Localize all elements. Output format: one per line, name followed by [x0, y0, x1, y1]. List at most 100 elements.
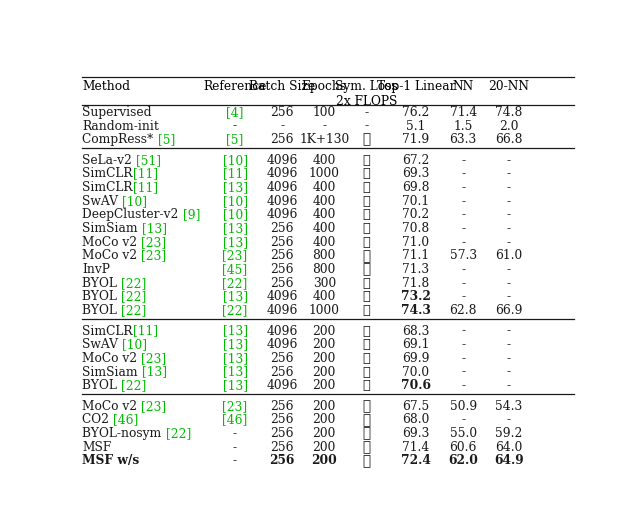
Text: -: - — [461, 195, 465, 208]
Text: -: - — [507, 181, 511, 194]
Text: [23]: [23] — [223, 250, 248, 263]
Text: SimSiam: SimSiam — [83, 365, 142, 378]
Text: 69.9: 69.9 — [403, 352, 430, 365]
Text: [13]: [13] — [223, 379, 248, 392]
Text: 4096: 4096 — [266, 168, 298, 181]
Text: 400: 400 — [312, 290, 336, 303]
Text: 68.3: 68.3 — [403, 325, 429, 338]
Text: BYOL: BYOL — [83, 290, 121, 303]
Text: ✓: ✓ — [363, 379, 371, 392]
Text: ✓: ✓ — [363, 338, 371, 351]
Text: 71.8: 71.8 — [403, 277, 429, 290]
Text: 67.2: 67.2 — [403, 154, 429, 167]
Text: -: - — [233, 441, 237, 454]
Text: 300: 300 — [313, 277, 336, 290]
Text: [13]: [13] — [223, 325, 248, 338]
Text: 55.0: 55.0 — [449, 427, 477, 440]
Text: [10]: [10] — [122, 338, 147, 351]
Text: 60.6: 60.6 — [449, 441, 477, 454]
Text: [13]: [13] — [223, 181, 248, 194]
Text: 70.0: 70.0 — [403, 365, 429, 378]
Text: 64.0: 64.0 — [495, 441, 523, 454]
Text: 200: 200 — [312, 427, 336, 440]
Text: -: - — [507, 352, 511, 365]
Text: 71.4: 71.4 — [449, 106, 477, 119]
Text: [10]: [10] — [122, 195, 147, 208]
Text: 66.9: 66.9 — [495, 304, 523, 317]
Text: 400: 400 — [312, 154, 336, 167]
Text: SimSiam: SimSiam — [83, 222, 142, 235]
Text: -: - — [507, 338, 511, 351]
Text: 200: 200 — [312, 379, 336, 392]
Text: 71.0: 71.0 — [403, 236, 429, 248]
Text: [13]: [13] — [142, 365, 167, 378]
Text: [23]: [23] — [141, 250, 166, 263]
Text: MoCo v2: MoCo v2 — [83, 250, 141, 263]
Text: 400: 400 — [312, 181, 336, 194]
Text: BYOL: BYOL — [83, 379, 121, 392]
Text: ✓: ✓ — [363, 236, 371, 248]
Text: BYOL-nosym: BYOL-nosym — [83, 427, 166, 440]
Text: 50.9: 50.9 — [449, 400, 477, 413]
Text: 256: 256 — [270, 365, 294, 378]
Text: [13]: [13] — [223, 365, 248, 378]
Text: 71.9: 71.9 — [403, 133, 429, 146]
Text: 66.8: 66.8 — [495, 133, 523, 146]
Text: 256: 256 — [270, 250, 294, 263]
Text: -: - — [233, 427, 237, 440]
Text: 100: 100 — [313, 106, 336, 119]
Text: -: - — [461, 168, 465, 181]
Text: [23]: [23] — [141, 352, 166, 365]
Text: 400: 400 — [312, 236, 336, 248]
Text: 256: 256 — [270, 277, 294, 290]
Text: [11]: [11] — [133, 325, 158, 338]
Text: 200: 200 — [312, 413, 336, 426]
Text: [46]: [46] — [222, 413, 248, 426]
Text: 71.1: 71.1 — [403, 250, 429, 263]
Text: -: - — [461, 338, 465, 351]
Text: 57.3: 57.3 — [449, 250, 477, 263]
Text: 61.0: 61.0 — [495, 250, 523, 263]
Text: 1000: 1000 — [308, 304, 340, 317]
Text: -: - — [507, 195, 511, 208]
Text: ✓: ✓ — [363, 277, 371, 290]
Text: -: - — [507, 263, 511, 276]
Text: 73.2: 73.2 — [401, 290, 431, 303]
Text: ✓: ✓ — [363, 290, 371, 303]
Text: ✓: ✓ — [363, 352, 371, 365]
Text: [45]: [45] — [223, 263, 248, 276]
Text: -: - — [461, 236, 465, 248]
Text: -: - — [233, 455, 237, 468]
Text: [10]: [10] — [223, 154, 248, 167]
Text: -: - — [507, 154, 511, 167]
Text: -: - — [322, 120, 326, 133]
Text: ✗: ✗ — [362, 263, 371, 277]
Text: [13]: [13] — [142, 222, 167, 235]
Text: 64.9: 64.9 — [494, 455, 524, 468]
Text: 62.8: 62.8 — [449, 304, 477, 317]
Text: 1.5: 1.5 — [454, 120, 473, 133]
Text: 20-NN: 20-NN — [488, 80, 529, 93]
Text: Sym. Loss
2x FLOPS: Sym. Loss 2x FLOPS — [335, 80, 397, 108]
Text: InvP: InvP — [83, 263, 110, 276]
Text: 4096: 4096 — [266, 154, 298, 167]
Text: ✗: ✗ — [362, 399, 371, 413]
Text: NN: NN — [452, 80, 474, 93]
Text: -: - — [507, 222, 511, 235]
Text: 200: 200 — [312, 338, 336, 351]
Text: -: - — [461, 222, 465, 235]
Text: [10]: [10] — [223, 195, 248, 208]
Text: -: - — [507, 236, 511, 248]
Text: MSF w/s: MSF w/s — [83, 455, 140, 468]
Text: 4096: 4096 — [266, 290, 298, 303]
Text: [22]: [22] — [222, 304, 248, 317]
Text: CompRess*: CompRess* — [83, 133, 157, 146]
Text: BYOL: BYOL — [83, 277, 121, 290]
Text: -: - — [461, 277, 465, 290]
Text: -: - — [461, 290, 465, 303]
Text: 70.6: 70.6 — [401, 379, 431, 392]
Text: 71.4: 71.4 — [403, 441, 429, 454]
Text: [9]: [9] — [183, 208, 200, 221]
Text: 69.3: 69.3 — [403, 168, 429, 181]
Text: 54.3: 54.3 — [495, 400, 523, 413]
